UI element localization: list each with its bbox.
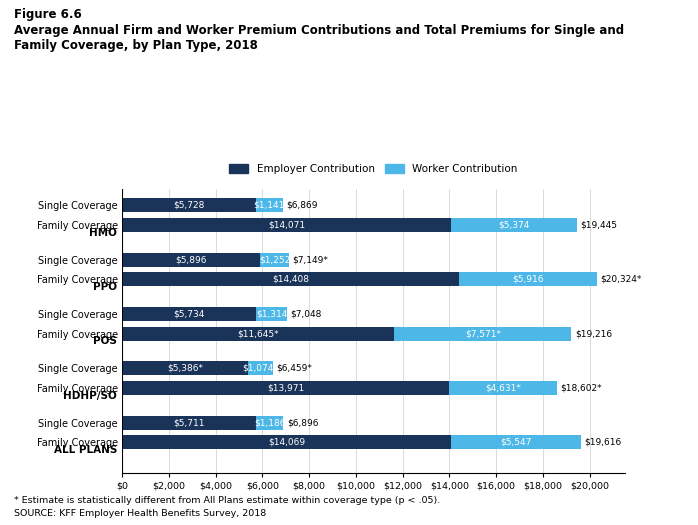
Text: $13,971: $13,971 <box>267 383 304 393</box>
Text: $6,459*: $6,459* <box>276 364 313 373</box>
Text: $1,141: $1,141 <box>253 201 285 210</box>
Text: $5,728: $5,728 <box>173 201 205 210</box>
Bar <box>256 198 283 213</box>
Bar <box>122 253 260 267</box>
Bar <box>256 307 287 321</box>
Text: $7,048: $7,048 <box>290 310 322 319</box>
Text: POS: POS <box>94 336 117 346</box>
Bar <box>260 253 289 267</box>
Text: $6,896: $6,896 <box>287 418 318 427</box>
Bar <box>394 327 572 341</box>
Bar <box>122 381 449 395</box>
Text: HDHP/SO: HDHP/SO <box>64 391 117 401</box>
Text: $14,069: $14,069 <box>268 438 305 447</box>
Bar <box>451 218 577 232</box>
Bar <box>248 361 273 375</box>
Text: $20,324*: $20,324* <box>601 275 642 284</box>
Text: $5,547: $5,547 <box>500 438 532 447</box>
Text: $7,149*: $7,149* <box>292 255 329 264</box>
Text: Average Annual Firm and Worker Premium Contributions and Total Premiums for Sing: Average Annual Firm and Worker Premium C… <box>14 24 624 37</box>
Text: $5,896: $5,896 <box>175 255 207 264</box>
Text: $11,645*: $11,645* <box>237 329 279 338</box>
Text: $7,571*: $7,571* <box>465 329 501 338</box>
Bar <box>122 272 459 287</box>
Text: $1,186: $1,186 <box>254 418 285 427</box>
Text: $5,374: $5,374 <box>498 220 530 229</box>
Text: $6,869: $6,869 <box>286 201 318 210</box>
Bar <box>451 435 581 449</box>
Text: $4,631*: $4,631* <box>485 383 521 393</box>
Bar <box>255 416 283 430</box>
Bar <box>122 361 248 375</box>
Bar <box>449 381 557 395</box>
Text: $18,602*: $18,602* <box>560 383 602 393</box>
Text: $19,616: $19,616 <box>584 438 621 447</box>
Text: $14,071: $14,071 <box>268 220 305 229</box>
Text: ALL PLANS: ALL PLANS <box>54 445 117 455</box>
Text: $5,386*: $5,386* <box>167 364 203 373</box>
Text: Figure 6.6: Figure 6.6 <box>14 8 82 21</box>
Text: $5,711: $5,711 <box>173 418 205 427</box>
Text: $1,074*: $1,074* <box>243 364 279 373</box>
Text: $14,408: $14,408 <box>272 275 309 284</box>
Text: * Estimate is statistically different from All Plans estimate within coverage ty: * Estimate is statistically different fr… <box>14 496 440 505</box>
Bar <box>459 272 597 287</box>
Text: Family Coverage, by Plan Type, 2018: Family Coverage, by Plan Type, 2018 <box>14 39 258 52</box>
Bar <box>122 307 256 321</box>
Text: $1,252: $1,252 <box>259 255 290 264</box>
Text: $19,445: $19,445 <box>580 220 617 229</box>
Text: $5,916: $5,916 <box>512 275 544 284</box>
Bar <box>122 218 451 232</box>
Text: $5,734: $5,734 <box>174 310 205 319</box>
Text: $1,314: $1,314 <box>256 310 287 319</box>
Bar <box>122 327 394 341</box>
Text: HMO: HMO <box>89 227 117 237</box>
Legend: Employer Contribution, Worker Contribution: Employer Contribution, Worker Contributi… <box>225 160 521 178</box>
Bar <box>122 416 255 430</box>
Bar <box>122 198 256 213</box>
Text: PPO: PPO <box>93 282 117 292</box>
Text: $19,216: $19,216 <box>575 329 612 338</box>
Bar <box>122 435 451 449</box>
Text: SOURCE: KFF Employer Health Benefits Survey, 2018: SOURCE: KFF Employer Health Benefits Sur… <box>14 509 266 518</box>
